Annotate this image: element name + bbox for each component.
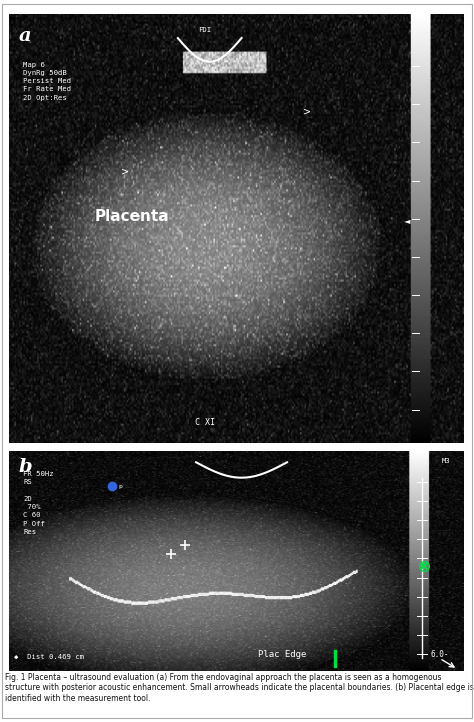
Text: Fig. 1 Placenta – ultrasound evaluation (a) From the endovaginal approach the pl: Fig. 1 Placenta – ultrasound evaluation … — [5, 673, 474, 703]
Text: a: a — [18, 27, 31, 45]
Text: p: p — [118, 484, 122, 489]
Text: ◄: ◄ — [404, 216, 411, 225]
Text: FR 50Hz
RS

2D
 70%
C 60
P Off
Res: FR 50Hz RS 2D 70% C 60 P Off Res — [23, 471, 54, 535]
Text: Plac Edge: Plac Edge — [258, 651, 307, 659]
Text: Map 6
DynRg 50dB
Persist Med
Fr Rate Med
2D Opt:Res: Map 6 DynRg 50dB Persist Med Fr Rate Med… — [23, 61, 71, 100]
Text: >: > — [303, 106, 311, 116]
Text: FDI: FDI — [199, 27, 212, 33]
Text: b: b — [18, 458, 32, 476]
Text: ◆  Dist 0.469 cm: ◆ Dist 0.469 cm — [14, 653, 84, 659]
Text: C XI: C XI — [195, 418, 215, 427]
Text: M3: M3 — [442, 458, 451, 464]
Text: >: > — [121, 166, 129, 176]
Text: 6.0-: 6.0- — [430, 651, 448, 659]
Text: Placenta: Placenta — [95, 209, 170, 224]
